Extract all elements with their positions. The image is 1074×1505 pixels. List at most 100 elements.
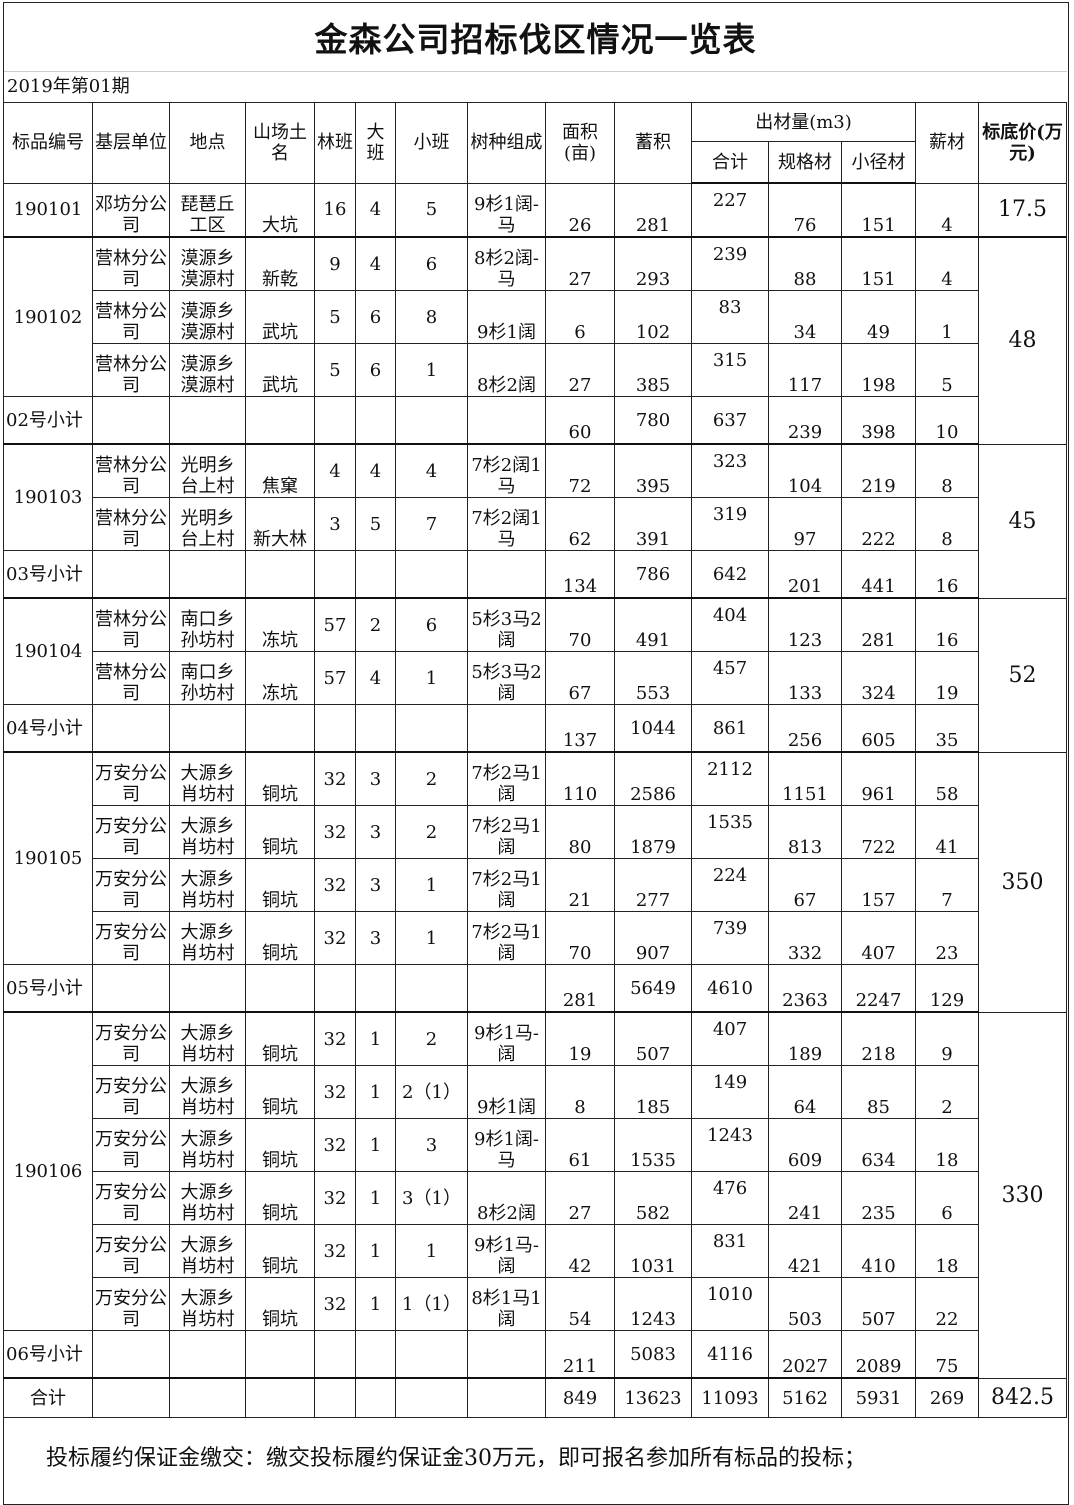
species: 7杉2马1阔: [467, 858, 546, 912]
table-row: 营林分公司 漠源乡漠源村 武坑 5 6 8 9杉1阔 6 102 83 34 49 1: [4, 290, 1067, 344]
firewood: 9: [915, 1011, 979, 1066]
subtotal-standard: 2027: [768, 1330, 842, 1379]
small: 722: [841, 805, 916, 859]
small: 961: [841, 751, 916, 806]
subtotal-standard: 256: [768, 704, 842, 753]
area: 67: [545, 651, 615, 705]
volume: 281: [614, 182, 692, 238]
output-total: 476: [691, 1171, 769, 1225]
volume: 102: [614, 290, 692, 344]
big-class: 6: [355, 290, 396, 344]
header-area: 面积(亩): [545, 102, 615, 184]
forest-class: 3: [314, 497, 356, 551]
reserve-price: 45: [978, 443, 1067, 599]
firewood: 8: [915, 443, 979, 498]
lot-id: 190102: [3, 236, 93, 397]
small-class: 1: [395, 858, 468, 912]
lots-table: 标品编号 基层单位 地点 山场土名 林班 大班 小班 树种组成 面积(亩) 蓄积…: [3, 102, 1067, 1418]
big-class: 4: [355, 236, 396, 291]
subtotal-volume: 780: [614, 396, 692, 445]
species: 8杉2阔-马: [467, 236, 546, 291]
header-standard: 规格材: [768, 141, 842, 184]
unit: 万安分公司: [92, 1065, 170, 1119]
period-label: 2019年第01期: [7, 76, 130, 97]
forest-class: 5: [314, 290, 356, 344]
firewood: 4: [915, 182, 979, 238]
standard: 117: [768, 343, 842, 397]
table-row: 190102 营林分公司 漠源乡漠源村 新乾 9 4 6 8杉2阔-马 27 293 239 88 15…: [3, 236, 1067, 445]
output-total: 739: [691, 911, 769, 965]
reserve-price: 52: [978, 597, 1067, 753]
unit: 万安分公司: [92, 1011, 170, 1066]
subtotal-small: 398: [841, 396, 916, 445]
small: 219: [841, 443, 916, 498]
subtotal-small: 2247: [841, 964, 916, 1013]
empty-cell: [92, 1330, 170, 1379]
firewood: 4: [915, 236, 979, 291]
area: 27: [545, 236, 615, 291]
subtotal-label: 06号小计: [3, 1330, 93, 1379]
subtotal-standard: 239: [768, 396, 842, 445]
unit: 营林分公司: [92, 290, 170, 344]
header-output: 出材量(m3): [691, 102, 916, 142]
empty-cell: [395, 1377, 468, 1418]
big-class: 3: [355, 858, 396, 912]
firewood: 2: [915, 1065, 979, 1119]
area: 61: [545, 1118, 615, 1172]
firewood: 7: [915, 858, 979, 912]
site-name: 铜坑: [245, 911, 315, 965]
total-output-total: 11093: [691, 1377, 769, 1418]
subtotal-row: 03号小计 134 786 642 201 441 16: [3, 550, 1067, 599]
small: 85: [841, 1065, 916, 1119]
small: 222: [841, 497, 916, 551]
big-class: 1: [355, 1118, 396, 1172]
site-name: 铜坑: [245, 1224, 315, 1278]
standard: 104: [768, 443, 842, 498]
header-big-class: 大班: [355, 102, 396, 184]
volume: 507: [614, 1011, 692, 1066]
table-row: 万安分公司 大源乡肖坊村 铜坑 32 1 2（1） 9杉1阔 8 185 149 64 85 2: [4, 1065, 1067, 1119]
empty-cell: [355, 964, 396, 1013]
forest-class: 32: [314, 805, 356, 859]
big-class: 1: [355, 1171, 396, 1225]
subtotal-volume: 1044: [614, 704, 692, 753]
empty-cell: [169, 704, 246, 753]
output-total: 1243: [691, 1118, 769, 1172]
lot-id: 190105: [3, 751, 93, 965]
firewood: 5: [915, 343, 979, 397]
table-row: 190104 营林分公司 南口乡孙坊村 冻坑 57 2 6 5杉3马2阔 70 491 404 123…: [3, 597, 1067, 753]
species: 7杉2马1阔: [467, 911, 546, 965]
forest-class: 32: [314, 1011, 356, 1066]
small-class: 1: [395, 343, 468, 397]
table-row: 万安分公司 大源乡肖坊村 铜坑 32 1 1 9杉1马-阔 42 1031 831 421 410 18: [4, 1224, 1067, 1278]
reserve-price: 330: [978, 1011, 1067, 1379]
empty-cell: [92, 396, 170, 445]
site-name: 新大林: [245, 497, 315, 551]
location: 大源乡肖坊村: [169, 1277, 246, 1331]
subtotal-standard: 2363: [768, 964, 842, 1013]
forest-class: 32: [314, 1065, 356, 1119]
small: 151: [841, 236, 916, 291]
empty-cell: [314, 964, 356, 1013]
firewood: 18: [915, 1118, 979, 1172]
subtotal-label: 02号小计: [3, 396, 93, 445]
species: 5杉3马2阔: [467, 651, 546, 705]
empty-cell: [92, 1377, 170, 1418]
subtotal-row: 06号小计 211 5083 4116 2027 2089 75: [3, 1330, 1067, 1379]
volume: 1535: [614, 1118, 692, 1172]
volume: 1243: [614, 1277, 692, 1331]
small: 218: [841, 1011, 916, 1066]
standard: 421: [768, 1224, 842, 1278]
firewood: 8: [915, 497, 979, 551]
volume: 907: [614, 911, 692, 965]
location: 大源乡肖坊村: [169, 1118, 246, 1172]
site-name: 铜坑: [245, 805, 315, 859]
table-row: 万安分公司 大源乡肖坊村 铜坑 32 3 2 7杉2马1阔 80 1879 1535 813 722 4…: [4, 805, 1067, 859]
table-row: 190105 万安分公司 大源乡肖坊村 铜坑 32 3 2 7杉2马1阔 110 2586 2112…: [3, 751, 1067, 1013]
subtotal-area: 60: [545, 396, 615, 445]
area: 27: [545, 343, 615, 397]
empty-cell: [92, 550, 170, 599]
big-class: 1: [355, 1065, 396, 1119]
location: 大源乡肖坊村: [169, 911, 246, 965]
subtotal-standard: 201: [768, 550, 842, 599]
